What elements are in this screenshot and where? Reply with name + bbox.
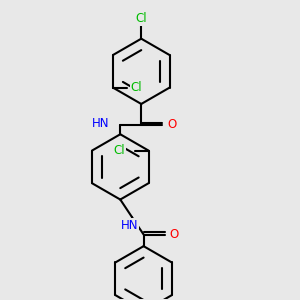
Text: HN: HN [121,219,138,232]
Text: O: O [167,118,176,131]
Text: O: O [169,228,178,241]
Text: HN: HN [92,117,110,130]
Text: Cl: Cl [135,12,147,26]
Text: Cl: Cl [114,144,125,157]
Text: Cl: Cl [130,81,142,94]
